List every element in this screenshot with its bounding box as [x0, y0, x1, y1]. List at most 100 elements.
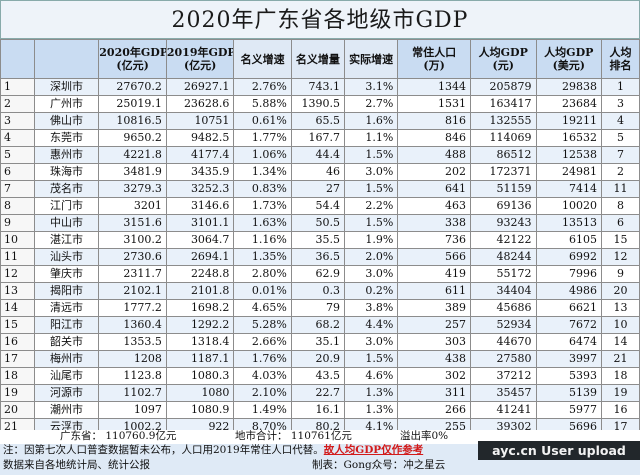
- cell-population: 488: [397, 146, 471, 164]
- cell-gdp2020: 3201: [98, 197, 167, 215]
- cell-per-capita-rank: 8: [601, 197, 640, 215]
- cell-nominal-growth: 2.10%: [233, 384, 292, 402]
- cell-city: 东莞市: [33, 129, 100, 147]
- cell-city: 珠海市: [33, 163, 100, 181]
- cell-nominal-growth: 0.61%: [233, 112, 292, 130]
- cell-population: 257: [397, 316, 471, 334]
- cell-idx: 2: [0, 95, 35, 113]
- cell-gdp2019: 1080.3: [165, 367, 235, 385]
- col-header-population: 常住人口 (万): [397, 39, 471, 79]
- cell-real-growth: 2.2%: [344, 197, 399, 215]
- cell-idx: 4: [0, 129, 35, 147]
- cell-idx: 1: [0, 78, 35, 96]
- cell-idx: 11: [0, 248, 35, 266]
- gdp-table: 2020年GDP (亿元) 2019年GDP (亿元) 名义增速 名义增量 实际增速 常住人口…: [0, 39, 640, 436]
- col-header-gdp-per-capita-cny: 人均GDP (元): [469, 39, 537, 79]
- cell-gdp2019: 2248.8: [165, 265, 235, 283]
- table-row: 2 广州市 25019.1 23628.6 5.88% 1390.5 2.7% 1531 163…: [0, 95, 640, 113]
- cell-per-capita-rank: 6: [601, 214, 640, 232]
- cell-gdp-per-capita-cny: 45686: [469, 299, 537, 317]
- cell-idx: 15: [0, 316, 35, 334]
- cell-city: 汕尾市: [33, 367, 100, 385]
- cell-gdp-per-capita-cny: 205879: [469, 78, 537, 96]
- cell-idx: 20: [0, 401, 35, 419]
- cell-population: 1531: [397, 95, 471, 113]
- col-header-nominal-growth: 名义增速: [233, 39, 292, 79]
- cell-gdp2020: 3100.2: [98, 231, 167, 249]
- cell-gdp-per-capita-cny: 41241: [469, 401, 537, 419]
- cell-idx: 8: [0, 197, 35, 215]
- city-total: 地市合计： 110761亿元: [235, 430, 352, 442]
- cell-population: 438: [397, 350, 471, 368]
- maker-text: 制表：Gong众号：冲之星云: [312, 459, 446, 471]
- table-row: 15 阳江市 1360.4 1292.2 5.28% 68.2 4.4% 257 52934 76…: [0, 316, 640, 334]
- table-row: 7 茂名市 3279.3 3252.3 0.83% 27 1.5% 641 51159 7414 1…: [0, 180, 640, 198]
- col-header-city: [33, 39, 100, 79]
- cell-gdp-per-capita-cny: 114069: [469, 129, 537, 147]
- cell-gdp2020: 1208: [98, 350, 167, 368]
- cell-population: 338: [397, 214, 471, 232]
- cell-gdp-per-capita-cny: 44670: [469, 333, 537, 351]
- cell-per-capita-rank: 7: [601, 146, 640, 164]
- cell-gdp-per-capita-cny: 132555: [469, 112, 537, 130]
- table-row: 18 汕尾市 1123.8 1080.3 4.03% 43.5 4.6% 302 37212 53…: [0, 367, 640, 385]
- cell-city: 梅州市: [33, 350, 100, 368]
- cell-gdp-per-capita-cny: 42122: [469, 231, 537, 249]
- table-row: 20 潮州市 1097 1080.9 1.49% 16.1 1.3% 266 41241 5977…: [0, 401, 640, 419]
- source-row: 数据来自各地统计局、统计公报 制表：Gong众号：冲之星云: [0, 459, 640, 475]
- cell-gdp2019: 26927.1: [165, 78, 235, 96]
- cell-gdp-per-capita-usd: 24981: [535, 163, 603, 181]
- cell-gdp2019: 3101.1: [165, 214, 235, 232]
- cell-gdp2019: 2101.8: [165, 282, 235, 300]
- cell-gdp-per-capita-usd: 6105: [535, 231, 603, 249]
- cell-idx: 14: [0, 299, 35, 317]
- cell-real-growth: 1.3%: [344, 401, 399, 419]
- table-row: 17 梅州市 1208 1187.1 1.76% 20.9 1.5% 438 27580 3997…: [0, 350, 640, 368]
- cell-population: 419: [397, 265, 471, 283]
- table-row: 6 珠海市 3481.9 3435.9 1.34% 46 3.0% 202 172371 2498…: [0, 163, 640, 181]
- cell-gdp-per-capita-usd: 23684: [535, 95, 603, 113]
- cell-gdp2019: 1292.2: [165, 316, 235, 334]
- cell-per-capita-rank: 21: [601, 350, 640, 368]
- cell-gdp2019: 2694.1: [165, 248, 235, 266]
- cell-idx: 6: [0, 163, 35, 181]
- cell-city: 清远市: [33, 299, 100, 317]
- cell-per-capita-rank: 16: [601, 401, 640, 419]
- table-row: 4 东莞市 9650.2 9482.5 1.77% 167.7 1.1% 846 114069 1…: [0, 129, 640, 147]
- cell-gdp2020: 2730.6: [98, 248, 167, 266]
- cell-gdp-per-capita-cny: 163417: [469, 95, 537, 113]
- cell-population: 566: [397, 248, 471, 266]
- cell-per-capita-rank: 15: [601, 231, 640, 249]
- cell-population: 202: [397, 163, 471, 181]
- cell-gdp-per-capita-cny: 27580: [469, 350, 537, 368]
- cell-nominal-increase: 20.9: [290, 350, 346, 368]
- cell-gdp2020: 1360.4: [98, 316, 167, 334]
- cell-nominal-increase: 43.5: [290, 367, 346, 385]
- cell-gdp2019: 3146.6: [165, 197, 235, 215]
- cell-nominal-growth: 1.63%: [233, 214, 292, 232]
- cell-nominal-growth: 1.76%: [233, 350, 292, 368]
- cell-gdp-per-capita-usd: 13513: [535, 214, 603, 232]
- cell-nominal-growth: 2.80%: [233, 265, 292, 283]
- cell-gdp2020: 4221.8: [98, 146, 167, 164]
- cell-population: 611: [397, 282, 471, 300]
- cell-gdp2019: 4177.4: [165, 146, 235, 164]
- cell-gdp-per-capita-usd: 7672: [535, 316, 603, 334]
- cell-nominal-growth: 1.35%: [233, 248, 292, 266]
- cell-per-capita-rank: 12: [601, 248, 640, 266]
- cell-gdp-per-capita-cny: 34404: [469, 282, 537, 300]
- cell-nominal-increase: 68.2: [290, 316, 346, 334]
- cell-city: 中山市: [33, 214, 100, 232]
- cell-gdp-per-capita-usd: 12538: [535, 146, 603, 164]
- cell-real-growth: 1.1%: [344, 129, 399, 147]
- table-row: 16 韶关市 1353.5 1318.4 2.66% 35.1 3.0% 303 44670 64…: [0, 333, 640, 351]
- cell-nominal-growth: 1.34%: [233, 163, 292, 181]
- table-body: 1 深圳市 27670.2 26927.1 2.76% 743.1 3.1% 1344 2058…: [0, 78, 640, 436]
- cell-gdp2019: 1187.1: [165, 350, 235, 368]
- table-row: 10 湛江市 3100.2 3064.7 1.16% 35.5 1.9% 736 42122 61…: [0, 231, 640, 249]
- cell-gdp2019: 3435.9: [165, 163, 235, 181]
- cell-gdp-per-capita-cny: 55172: [469, 265, 537, 283]
- cell-idx: 16: [0, 333, 35, 351]
- cell-city: 广州市: [33, 95, 100, 113]
